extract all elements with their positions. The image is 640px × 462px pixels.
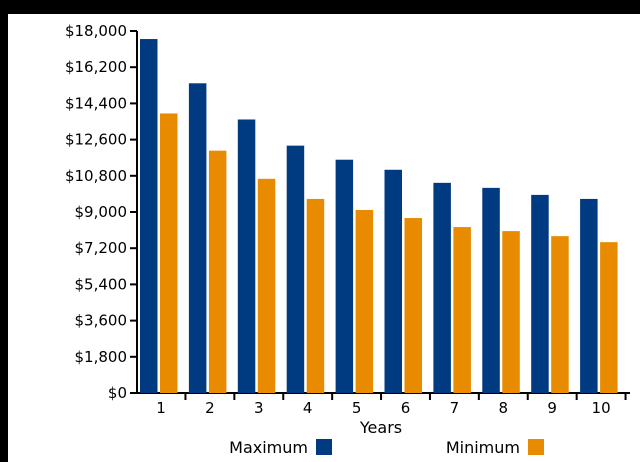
bar-minimum-year-3	[257, 178, 276, 393]
x-tick-label: 6	[401, 399, 411, 417]
bar-minimum-year-9	[551, 236, 569, 393]
bar-maximum-year-4	[286, 145, 305, 393]
bar-minimum-year-8	[502, 231, 520, 393]
bar-maximum-year-7	[433, 182, 451, 393]
x-tick-label: 3	[254, 399, 264, 417]
y-tick-label: $3,600	[75, 312, 128, 330]
y-axis: $0 $1,800 $3,600 $5,400 $7,200 $9,000 $10,800 $…	[65, 22, 138, 402]
x-tick-label: 7	[450, 399, 460, 417]
x-tick-label: 1	[156, 399, 166, 417]
x-tick-label: 8	[499, 399, 509, 417]
bar-maximum-year-9	[531, 194, 549, 393]
y-tick-label: $9,000	[75, 203, 128, 221]
x-tick-label: 9	[547, 399, 557, 417]
x-tick-label: 4	[303, 399, 313, 417]
y-tick-label: $16,200	[65, 58, 127, 76]
bar-maximum-year-3	[237, 119, 256, 393]
legend: Maximum Minimum	[229, 438, 544, 457]
bar-maximum-year-1	[140, 39, 158, 394]
y-tick-label: $0	[108, 384, 127, 402]
x-tick-label: 5	[352, 399, 362, 417]
y-tick-label: $5,400	[75, 275, 128, 293]
y-tick-label: $7,200	[75, 239, 128, 257]
x-tick-label: 2	[205, 399, 215, 417]
x-tick-label: 10	[592, 399, 611, 417]
bar-minimum-year-2	[208, 150, 227, 393]
bar-maximum-year-10	[580, 198, 598, 393]
bar-minimum-year-7	[453, 227, 471, 393]
legend-label: Minimum	[446, 438, 520, 457]
x-axis-title: Years	[359, 418, 402, 437]
bar-minimum-year-6	[404, 218, 422, 393]
legend-label: Maximum	[229, 438, 308, 457]
bar-minimum-year-10	[600, 242, 618, 393]
bar-minimum-year-1	[160, 113, 178, 393]
y-tick-label: $12,600	[65, 131, 127, 149]
legend-swatch-maximum	[316, 439, 332, 455]
y-tick-label: $18,000	[65, 22, 127, 40]
bar-minimum-year-5	[355, 209, 374, 393]
bars-group	[140, 39, 618, 394]
legend-swatch-minimum	[528, 439, 544, 455]
y-tick-label: $10,800	[65, 167, 127, 185]
y-tick-label: $1,800	[75, 348, 128, 366]
bar-maximum-year-8	[482, 187, 500, 393]
bar-maximum-year-2	[188, 83, 207, 394]
y-tick-label: $14,400	[65, 94, 127, 112]
bar-maximum-year-5	[335, 159, 354, 393]
bar-minimum-year-4	[306, 198, 325, 393]
bar-maximum-year-6	[384, 169, 402, 393]
